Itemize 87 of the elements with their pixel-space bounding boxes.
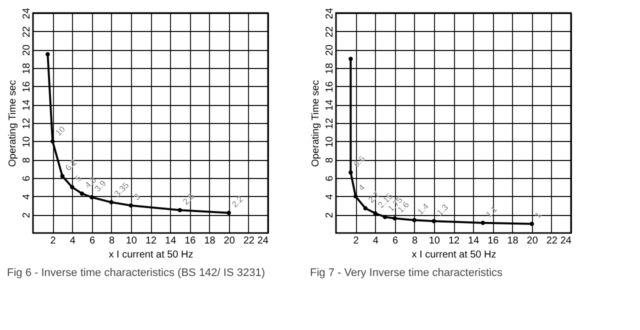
- y-tick-label: 10: [324, 136, 336, 148]
- y-axis-title: Operating Time sec: [310, 80, 322, 167]
- caption: Fig 7 - Very Inverse time characteristics: [310, 267, 504, 279]
- y-tick-label: 20: [324, 44, 336, 56]
- y-tick-label: 4: [324, 194, 336, 200]
- y-tick-label: 18: [324, 62, 336, 74]
- point: [50, 139, 55, 144]
- y-tick-label: 14: [22, 99, 32, 111]
- x-tick-label: 16: [488, 236, 500, 246]
- data-label: 6.2: [63, 157, 79, 173]
- point: [363, 206, 368, 210]
- point: [382, 214, 388, 220]
- y-tick-label: 24: [324, 8, 336, 20]
- point: [128, 203, 134, 208]
- point: [412, 218, 416, 222]
- data-label: 1.1: [484, 204, 500, 220]
- y-tick-label: 10: [22, 136, 32, 148]
- x-tick-label: 6: [89, 236, 96, 246]
- x-tick-label: 4: [372, 236, 379, 246]
- x-tick-label: 18: [507, 236, 519, 246]
- x-axis-title: x I current at 50 Hz: [412, 250, 496, 260]
- x-tick-label: 12: [448, 236, 460, 246]
- point: [392, 216, 397, 220]
- y-tick-label: 20: [22, 44, 32, 56]
- data-label: 2.5: [180, 190, 196, 207]
- y-tick-label: 16: [22, 80, 32, 92]
- data-label: 5: [72, 173, 84, 184]
- x-tick-label: 22: [243, 236, 255, 246]
- y-tick-label: 12: [324, 118, 336, 130]
- point: [353, 194, 358, 198]
- y-tick-label: 4: [22, 194, 32, 200]
- y-tick-label: 8: [324, 156, 336, 163]
- point: [109, 200, 114, 204]
- x-tick-label: 14: [468, 236, 480, 246]
- y-tick-label: 18: [22, 62, 32, 74]
- point: [348, 56, 353, 61]
- x-tick-label: 24: [257, 236, 269, 246]
- x-tick-label: 14: [165, 236, 177, 246]
- data-label: 1.4: [415, 201, 431, 217]
- data-label: 1.3: [434, 202, 450, 218]
- point: [178, 208, 182, 212]
- data-label: 4: [356, 182, 367, 193]
- data-label: 10: [53, 124, 68, 138]
- x-tick-label: 8: [109, 236, 116, 246]
- point: [480, 220, 485, 226]
- data-label: 3: [132, 191, 142, 202]
- y-tick-label: 6: [324, 175, 336, 182]
- x-tick-label: 22: [546, 236, 558, 246]
- y-tick-label: 2: [22, 212, 32, 218]
- x-tick-label: 18: [204, 236, 216, 246]
- y-tick-label: 24: [22, 8, 32, 20]
- y-tick-label: 14: [324, 99, 336, 111]
- data-label: 1: [532, 210, 544, 220]
- point: [60, 174, 64, 178]
- data-label: 2.2: [230, 194, 246, 210]
- point: [348, 170, 353, 175]
- x-tick-label: 20: [224, 236, 236, 246]
- y-tick-label: 22: [324, 26, 336, 38]
- x-axis-title: x I current at 50 Hz: [108, 250, 194, 260]
- x-tick-label: 20: [526, 236, 538, 246]
- x-tick-label: 4: [70, 236, 76, 246]
- point: [80, 191, 84, 196]
- y-tick-label: 22: [22, 26, 32, 38]
- x-tick-label: 24: [560, 236, 572, 246]
- y-tick-label: 8: [22, 156, 32, 163]
- point: [90, 195, 94, 200]
- x-tick-label: 16: [184, 236, 196, 246]
- x-tick-label: 10: [428, 236, 440, 246]
- point: [70, 185, 74, 190]
- point: [373, 211, 378, 216]
- x-tick-label: 12: [145, 236, 157, 246]
- y-tick-label: 16: [324, 80, 336, 92]
- point: [226, 210, 231, 215]
- y-axis-title: Operating Time sec: [8, 80, 18, 167]
- point: [432, 218, 436, 224]
- y-tick-label: 2: [324, 212, 336, 218]
- x-tick-label: 6: [392, 236, 398, 246]
- caption: Fig 6 - Inverse time characteristics (BS 142/ IS 3231): [7, 267, 265, 279]
- x-tick-label: 10: [126, 236, 138, 246]
- x-tick-label: 2: [353, 236, 360, 246]
- x-tick-label: 2: [50, 236, 56, 246]
- data-label: 6.6: [351, 153, 368, 169]
- point: [46, 52, 50, 56]
- point: [530, 222, 534, 226]
- y-tick-label: 6: [22, 175, 32, 182]
- x-tick-label: 8: [412, 236, 418, 246]
- y-tick-label: 12: [22, 118, 32, 130]
